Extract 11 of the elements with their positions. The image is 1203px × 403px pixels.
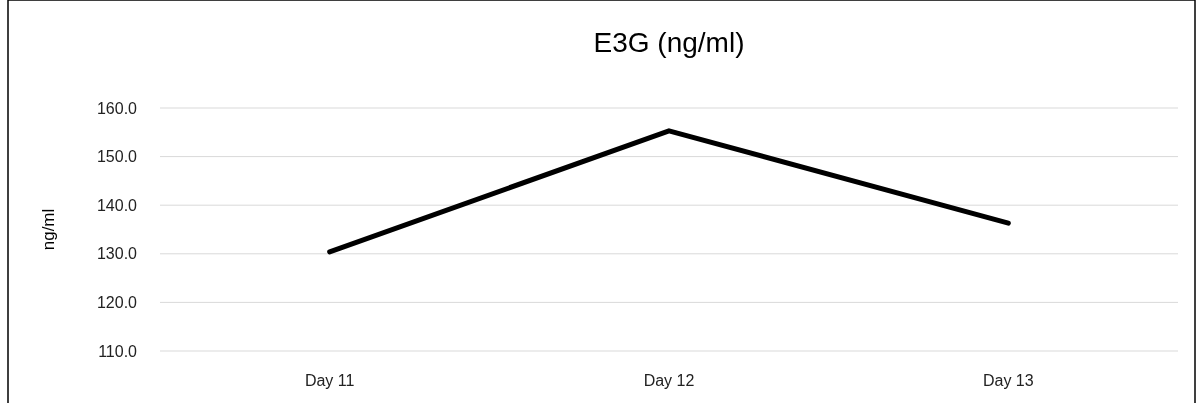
x-tick-label: Day 13 xyxy=(982,372,1034,389)
x-tick-label: Day 11 xyxy=(304,372,355,389)
x-tick-label: Day 12 xyxy=(643,372,695,389)
y-tick-label: 140.0 xyxy=(96,196,138,214)
chart-title: E3G (ng/ml) xyxy=(593,27,745,58)
y-tick-label: 160.0 xyxy=(96,99,138,117)
y-tick-label: 120.0 xyxy=(96,294,138,311)
y-tick-label: 110.0 xyxy=(98,342,138,360)
y-tick-label: 150.0 xyxy=(96,148,138,166)
y-tick-label: 130.0 xyxy=(96,245,138,263)
y-axis-title: ng/ml xyxy=(39,208,58,251)
